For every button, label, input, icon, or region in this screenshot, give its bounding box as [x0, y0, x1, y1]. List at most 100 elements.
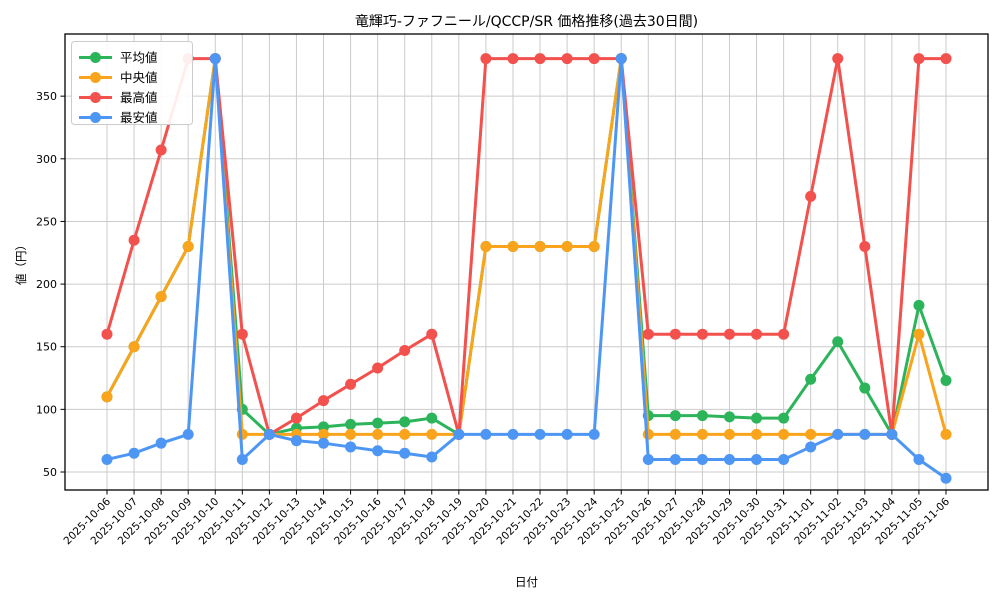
legend-marker-icon: [90, 112, 101, 123]
data-point: [913, 299, 925, 311]
data-point: [345, 428, 357, 440]
data-point: [426, 428, 438, 440]
data-point: [372, 362, 384, 374]
data-point: [155, 437, 167, 449]
data-point: [101, 391, 113, 403]
data-point: [805, 441, 817, 453]
data-point: [696, 428, 708, 440]
data-point: [696, 328, 708, 340]
data-point: [182, 240, 194, 252]
data-point: [128, 447, 140, 459]
data-point: [155, 291, 167, 303]
data-point: [372, 428, 384, 440]
gridlines: [65, 34, 988, 490]
data-point: [940, 428, 952, 440]
data-point: [507, 428, 519, 440]
data-point: [507, 240, 519, 252]
y-tick-label: 200: [36, 278, 57, 291]
data-point: [832, 336, 844, 348]
y-tick-label: 100: [36, 403, 57, 416]
data-point: [588, 240, 600, 252]
y-tick-label: 250: [36, 215, 57, 228]
data-point: [372, 417, 384, 429]
data-point: [426, 451, 438, 463]
data-point: [723, 411, 735, 423]
data-point: [805, 428, 817, 440]
data-point: [669, 428, 681, 440]
data-point: [534, 53, 546, 65]
data-point: [290, 412, 302, 424]
data-point: [101, 453, 113, 465]
legend-entry-1: 中央値: [79, 70, 158, 85]
legend-entry-3: 最安値: [79, 110, 158, 125]
data-point: [561, 53, 573, 65]
data-point: [426, 328, 438, 340]
data-point: [182, 428, 194, 440]
y-tick-label: 350: [36, 90, 57, 103]
legend-label: 平均値: [120, 50, 158, 65]
legend-label: 最高値: [120, 90, 158, 105]
series-3: [101, 53, 952, 484]
legend-marker-icon: [90, 72, 101, 83]
plot-border: [64, 33, 989, 491]
data-point: [399, 428, 411, 440]
data-point: [345, 378, 357, 390]
data-point: [507, 53, 519, 65]
data-point: [101, 328, 113, 340]
x-axis-label: 日付: [515, 575, 538, 589]
data-point: [290, 435, 302, 447]
data-point: [534, 428, 546, 440]
data-point: [399, 447, 411, 459]
y-tick-label: 300: [36, 153, 57, 166]
data-point: [561, 428, 573, 440]
y-axis-ticks: 50 100 150 200 250 300 350: [36, 90, 65, 479]
data-point: [209, 53, 221, 65]
data-point: [588, 53, 600, 65]
data-point: [886, 428, 898, 440]
data-point: [345, 418, 357, 430]
data-point: [236, 328, 248, 340]
data-point: [778, 453, 790, 465]
data-point: [426, 412, 438, 424]
data-point: [751, 328, 763, 340]
data-point: [913, 53, 925, 65]
x-axis-ticks: 2025-10-062025-10-072025-10-082025-10-09…: [61, 490, 952, 547]
data-point: [642, 328, 654, 340]
data-point: [615, 53, 627, 65]
data-point: [859, 240, 871, 252]
y-tick-label: 150: [36, 341, 57, 354]
data-point: [399, 416, 411, 428]
data-point: [642, 453, 654, 465]
data-point: [805, 190, 817, 202]
data-point: [805, 373, 817, 385]
data-point: [128, 234, 140, 246]
data-point: [723, 428, 735, 440]
data-point: [480, 428, 492, 440]
data-point: [480, 240, 492, 252]
data-point: [859, 382, 871, 394]
data-point: [778, 428, 790, 440]
y-tick-label: 50: [43, 466, 57, 479]
data-point: [696, 453, 708, 465]
data-point: [913, 453, 925, 465]
data-point: [236, 453, 248, 465]
legend-entry-2: 最高値: [79, 90, 158, 105]
data-point: [263, 428, 275, 440]
series-2: [101, 53, 952, 440]
data-point: [345, 441, 357, 453]
data-point: [778, 328, 790, 340]
data-point: [669, 453, 681, 465]
data-point: [940, 375, 952, 387]
data-point: [318, 428, 330, 440]
data-point: [723, 453, 735, 465]
data-point: [859, 428, 871, 440]
data-point: [751, 453, 763, 465]
legend-label: 中央値: [120, 70, 158, 85]
data-point: [534, 240, 546, 252]
data-point: [940, 472, 952, 484]
data-point: [318, 395, 330, 407]
data-point: [318, 421, 330, 433]
